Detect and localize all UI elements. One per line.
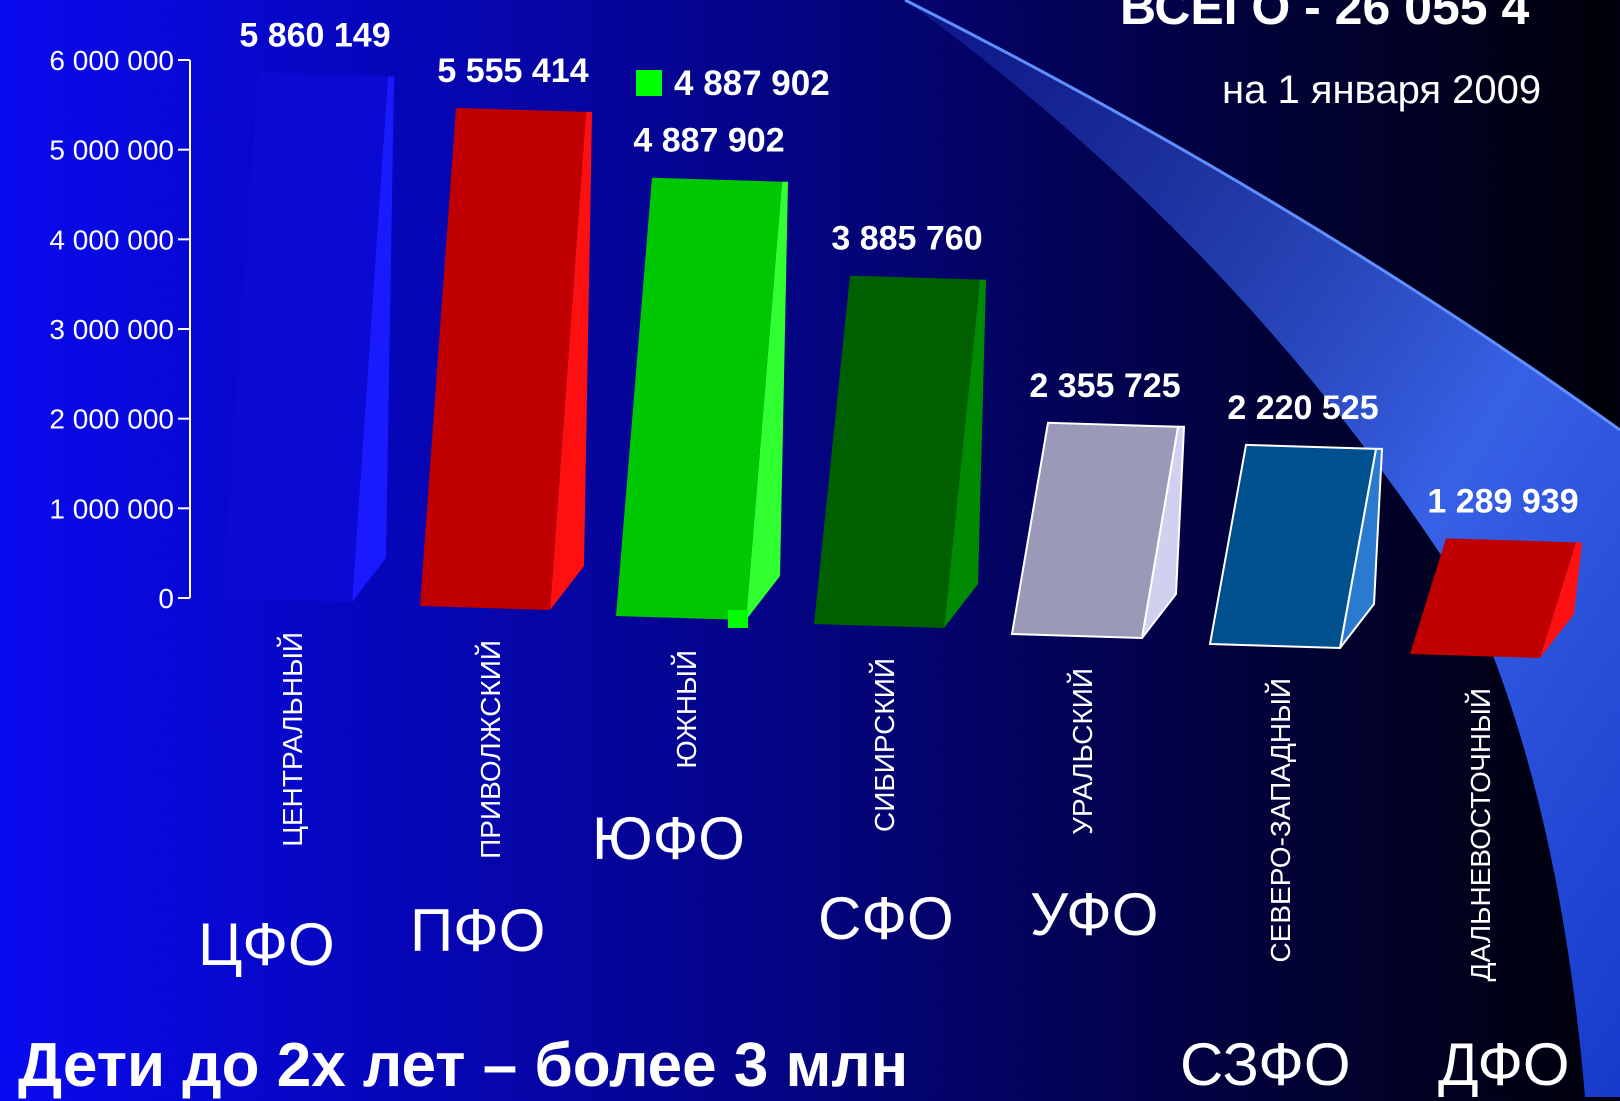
category-label-5: СЕВЕРО-ЗАПАДНЫЙ [1265,678,1296,963]
y-tick-label: 6 000 000 [49,45,174,76]
bar-side-1 [550,111,592,610]
abbr-ufo: УФО [1030,881,1159,948]
abbr-pfo: ПФО [410,897,546,964]
data-label-4: 2 355 725 [1029,367,1180,405]
abbr-szfo: СЗФО [1180,1031,1351,1098]
data-label-5: 2 220 525 [1227,389,1378,427]
bar-сибирский [814,275,980,628]
category-label-1: ПРИВОЛЖСКИЙ [475,640,506,859]
bar-приволжский [420,107,586,610]
legend-label: 4 887 902 [674,64,830,103]
data-label-0: 5 860 149 [239,17,390,55]
legend-swatch [636,70,662,96]
bar-side-2 [746,181,788,620]
data-label-6: 1 289 939 [1427,482,1578,520]
bar-дальневосточный [1410,538,1576,658]
abbr-cfo: ЦФО [198,911,335,978]
bar-южный [616,177,782,620]
bar-центральный [222,72,388,602]
y-tick-label: 0 [158,583,174,614]
bar-уральский [1010,421,1180,640]
data-label-1: 5 555 414 [437,52,588,90]
bar-side-3 [944,279,986,628]
y-tick-label: 5 000 000 [49,135,174,166]
bar-side-0 [352,76,394,602]
y-tick-label: 4 000 000 [49,224,174,255]
category-label-2: ЮЖНЫЙ [671,650,702,769]
y-tick-label: 1 000 000 [49,493,174,524]
category-label-0: ЦЕНТРАЛЬНЫЙ [277,632,308,847]
category-label-3: СИБИРСКИЙ [869,658,900,832]
abbr-sfo: СФО [818,885,954,952]
y-tick-label: 3 000 000 [49,314,174,345]
bar-marker [728,610,748,628]
footnote-children: Дети до 2х лет – более 3 млн [18,1031,909,1100]
category-label-4: УРАЛЬСКИЙ [1067,668,1098,835]
bar-side-6 [1540,542,1582,658]
abbr-yufo: ЮФО [592,805,745,872]
category-label-6: ДАЛЬНЕВОСТОЧНЫЙ [1465,688,1496,982]
bar-северо-западный [1208,443,1378,650]
y-tick-label: 2 000 000 [49,404,174,435]
abbr-dfo: ДФО [1438,1031,1570,1098]
data-label-3: 3 885 760 [831,220,982,258]
swoosh-edge [904,0,1620,432]
date-subtitle: на 1 января 2009 [1222,68,1542,112]
total-title: ВСЕГО - 26 055 4 [1120,0,1530,35]
data-label-2: 4 887 902 [633,122,784,160]
